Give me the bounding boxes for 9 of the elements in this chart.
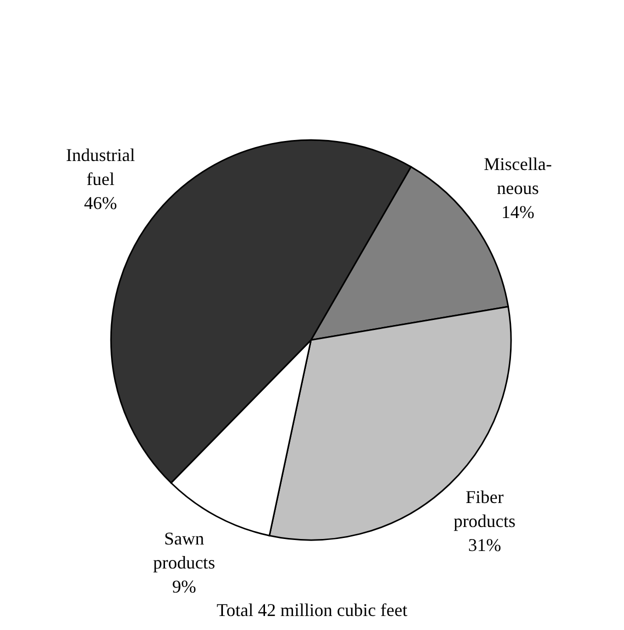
slice-label: Sawn products	[153, 528, 216, 572]
data-label: 46%	[84, 193, 117, 214]
slice-label: Fiber products	[454, 487, 516, 532]
data-label: 31%	[468, 535, 502, 556]
slice-label: Miscella- neous	[484, 154, 552, 198]
text: Total 42 million cubic feet	[216, 600, 408, 621]
data-label: 14%	[501, 202, 534, 222]
data-label: 9%	[172, 576, 196, 596]
slice-label: Industrial fuel	[66, 145, 135, 190]
